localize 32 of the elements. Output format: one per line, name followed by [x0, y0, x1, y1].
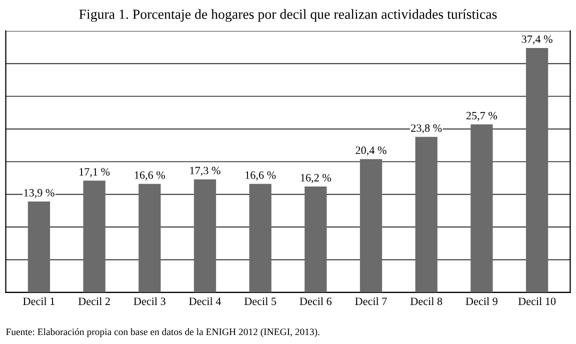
- bar: [138, 184, 161, 292]
- data-label: 37,4 %: [522, 35, 552, 45]
- data-label: 17,3 %: [190, 166, 220, 176]
- data-label: 17,1 %: [80, 168, 110, 178]
- x-tick-label: Decil 1: [23, 297, 54, 306]
- data-label: 25,7 %: [466, 112, 498, 121]
- chart-title: Figura 1. Porcentaje de hogares por decil que realizan actividades turísticas: [79, 9, 497, 22]
- x-tick-label: Decil 9: [466, 297, 498, 306]
- source-note: Fuente: Elaboración propia con base en datos de la ENIGH 2012 (INEGI, 2013).: [6, 328, 320, 338]
- data-label: 16,2 %: [300, 174, 332, 184]
- bar: [83, 180, 106, 292]
- bar: [194, 179, 216, 292]
- bar: [526, 48, 548, 292]
- bar: [28, 202, 50, 292]
- x-tick-label: Decil 5: [244, 297, 276, 306]
- bar: [249, 184, 272, 292]
- bar: [360, 159, 382, 292]
- x-tick-label: Decil 3: [134, 297, 166, 306]
- data-label: 16,6 %: [246, 171, 276, 180]
- data-label: 16,6 %: [134, 171, 166, 180]
- bar: [470, 124, 493, 292]
- bar: [415, 136, 438, 292]
- x-tick-label: Decil 10: [518, 297, 556, 306]
- bar: [304, 186, 327, 292]
- x-tick-label: Decil 4: [189, 297, 222, 306]
- x-tick-label: Decil 6: [300, 297, 332, 306]
- x-tick-label: Decil 8: [410, 297, 442, 306]
- x-tick-label: Decil 7: [355, 297, 387, 306]
- data-label: 23,8 %: [411, 124, 442, 134]
- data-label: 13,9 %: [24, 189, 54, 198]
- data-label: 20,4 %: [356, 146, 386, 156]
- x-tick-label: Decil 2: [78, 297, 110, 306]
